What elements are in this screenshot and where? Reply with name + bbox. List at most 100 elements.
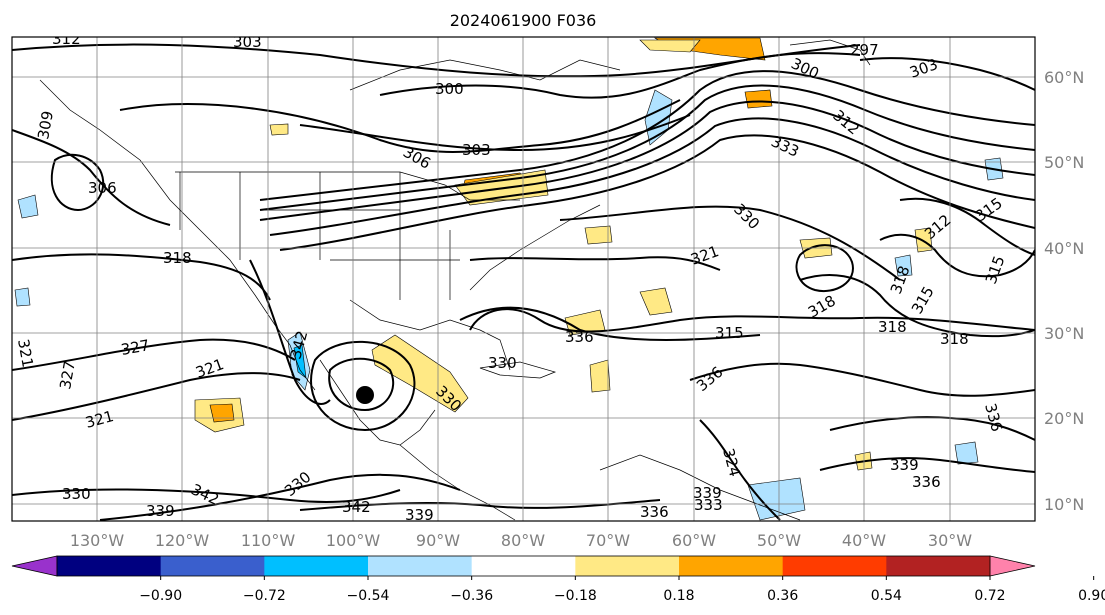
lon-label: 80°W bbox=[501, 531, 545, 550]
colorbar-tick-label: −0.18 bbox=[554, 588, 597, 604]
jet-contour-3 bbox=[259, 100, 1035, 221]
greenland-coast bbox=[789, 39, 871, 66]
colorbar-tick-label: −0.36 bbox=[450, 588, 493, 604]
contour-300-north bbox=[379, 52, 861, 99]
shaded-fields bbox=[14, 37, 1004, 521]
contour-label: 333 bbox=[694, 496, 723, 514]
lat-label: 50°N bbox=[1044, 153, 1084, 172]
map-title: 2024061900 F036 bbox=[450, 11, 597, 30]
contour-label: 309 bbox=[34, 109, 57, 140]
lon-label: 130°W bbox=[70, 531, 125, 550]
contour-303-north-east bbox=[859, 57, 1035, 91]
low-loop-1 bbox=[328, 357, 395, 412]
cuba-outline bbox=[479, 361, 557, 379]
storm-center-marker bbox=[356, 386, 374, 404]
contour-label: 327 bbox=[56, 359, 79, 390]
shade-blue-east bbox=[894, 254, 913, 277]
contour-333 bbox=[459, 306, 761, 341]
lon-label: 50°W bbox=[757, 531, 801, 550]
contour-339-se bbox=[819, 457, 1035, 473]
contour-318-pacific bbox=[12, 253, 271, 301]
lon-label: 60°W bbox=[672, 531, 716, 550]
contour-label: 336 bbox=[565, 328, 594, 346]
lon-label: 70°W bbox=[586, 531, 630, 550]
contour-label: 318 bbox=[878, 318, 907, 336]
colorbar: −0.90 −0.72 −0.54 −0.36 −0.18 0.18 0.36 0.54 0.7… bbox=[11, 555, 1105, 604]
shade-yellow-north bbox=[639, 39, 701, 53]
longitude-labels: 130°W 120°W 110°W 100°W 90°W 80°W 70°W 6… bbox=[70, 531, 972, 550]
jet-contour-1 bbox=[259, 70, 1035, 201]
colorbar-tick-label: 0.90 bbox=[1078, 588, 1105, 604]
colorbar-tick-label: 0.18 bbox=[663, 588, 694, 604]
contour-318-east bbox=[799, 274, 1035, 338]
colorbar-tick-label: −0.72 bbox=[243, 588, 286, 604]
colorbar-segments bbox=[57, 556, 991, 576]
colorbar-segment bbox=[782, 556, 887, 576]
colorbar-tick-label: 0.54 bbox=[871, 588, 902, 604]
latitude-labels: 60°N 50°N 40°N 30°N 20°N 10°N bbox=[1044, 68, 1084, 514]
lat-label: 20°N bbox=[1044, 409, 1084, 428]
contour-label: 336 bbox=[912, 473, 941, 491]
lon-label: 30°W bbox=[928, 531, 972, 550]
lon-label: 100°W bbox=[326, 531, 381, 550]
contour-321-pacific bbox=[12, 372, 301, 421]
contour-label: 327 bbox=[120, 336, 151, 359]
lon-label: 110°W bbox=[241, 531, 296, 550]
contour-label: 339 bbox=[146, 502, 175, 520]
shade-blue-se bbox=[954, 441, 979, 465]
contour-label: 330 bbox=[62, 485, 91, 503]
colorbar-tick-label: −0.54 bbox=[347, 588, 390, 604]
map-panel: 312 303 297 309 300 300 303 306 303 312 … bbox=[11, 30, 1036, 524]
contour-label: 306 bbox=[88, 179, 117, 197]
shade-blue-pacific-nw bbox=[17, 194, 39, 219]
colorbar-high-extension bbox=[989, 555, 1036, 577]
contour-327-pacific bbox=[12, 338, 296, 371]
colorbar-low-extension bbox=[11, 555, 58, 577]
west-coastline bbox=[39, 79, 316, 391]
shade-orange-canada bbox=[744, 89, 773, 109]
contour-321 bbox=[469, 256, 721, 271]
contour-label: 339 bbox=[405, 506, 434, 524]
contour-label: 336 bbox=[640, 503, 669, 521]
lon-label: 90°W bbox=[416, 531, 460, 550]
lat-label: 10°N bbox=[1044, 495, 1084, 514]
colorbar-segment bbox=[368, 556, 473, 576]
contour-306-pacific-loop bbox=[50, 153, 105, 212]
state-lines-1 bbox=[179, 172, 400, 260]
jet-contour-5 bbox=[279, 134, 1035, 251]
colorbar-tick-label: 0.72 bbox=[974, 588, 1005, 604]
shade-yellow-mid-atl bbox=[584, 225, 613, 245]
colorbar-segment bbox=[886, 556, 991, 576]
lat-label: 30°N bbox=[1044, 324, 1084, 343]
shade-yellow-gulf bbox=[371, 334, 469, 413]
shade-yellow-atl-mid bbox=[639, 287, 673, 316]
contour-330 bbox=[559, 205, 901, 281]
jet-contour-4 bbox=[269, 117, 1035, 236]
contour-label: 318 bbox=[940, 330, 969, 348]
shade-lightblue-atl-south bbox=[747, 477, 806, 521]
contour-315-east bbox=[879, 233, 1035, 278]
shade-blue-pacific-w bbox=[14, 287, 31, 307]
contour-336-east bbox=[689, 362, 1035, 397]
map-frame bbox=[11, 36, 1036, 522]
contour-label: 303 bbox=[233, 33, 262, 51]
colorbar-segment bbox=[575, 556, 680, 576]
contour-336-loop bbox=[469, 308, 1035, 333]
gulf-coastline bbox=[349, 299, 511, 371]
contour-label: 300 bbox=[435, 80, 464, 98]
contour-339 bbox=[99, 473, 461, 521]
map-background bbox=[12, 37, 1035, 521]
contour-label: 318 bbox=[163, 249, 192, 267]
canada-north-coast bbox=[349, 59, 621, 91]
contour-label: 303 bbox=[462, 141, 491, 159]
east-coastline bbox=[469, 204, 601, 291]
contour-label: 339 bbox=[693, 484, 722, 502]
colorbar-segment bbox=[679, 556, 784, 576]
contour-label: 312 bbox=[52, 30, 81, 48]
jet-contour-2 bbox=[259, 84, 1035, 211]
contour-label: 342 bbox=[342, 498, 371, 516]
contour-306 bbox=[119, 99, 681, 153]
colorbar-segment bbox=[160, 556, 265, 576]
colorbar-tick-label: 0.36 bbox=[767, 588, 798, 604]
contours bbox=[12, 43, 1035, 521]
